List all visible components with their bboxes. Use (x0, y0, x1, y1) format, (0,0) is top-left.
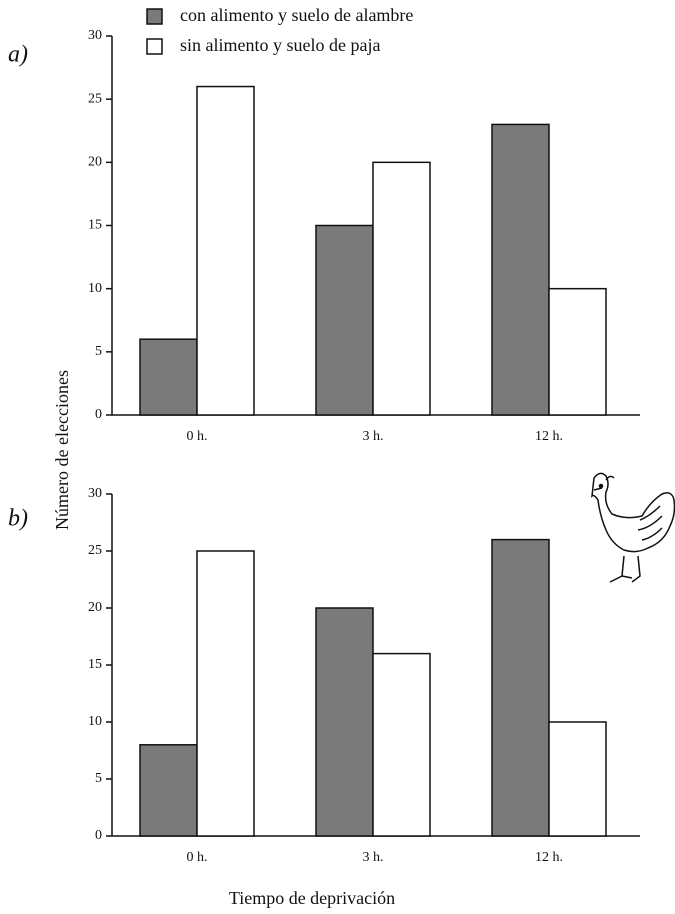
x-axis-label: Tiempo de deprivación (229, 888, 395, 908)
legend-swatch (146, 38, 163, 55)
y-tick-label: 25 (88, 543, 102, 558)
y-tick-label: 5 (95, 344, 102, 359)
y-axis-label: Número de elecciones (52, 370, 72, 530)
bar (548, 287, 607, 416)
y-tick-label: 30 (88, 28, 102, 43)
bar (491, 123, 550, 416)
bar (315, 224, 374, 416)
y-tick-label: 0 (95, 828, 102, 843)
y-tick-label: 0 (95, 407, 102, 422)
bar (315, 607, 374, 837)
bar (372, 652, 431, 837)
chicken-illustration (591, 472, 675, 583)
x-tick-label: 3 h. (363, 850, 384, 865)
y-tick-label: 25 (88, 91, 102, 106)
y-tick-label: 5 (95, 771, 102, 786)
y-tick-label: 20 (88, 600, 102, 615)
bar (491, 538, 550, 837)
y-tick-label: 15 (88, 657, 102, 672)
x-tick-label: 12 h. (535, 429, 563, 444)
x-tick-label: 0 h. (187, 850, 208, 865)
x-tick-label: 0 h. (187, 429, 208, 444)
y-tick-label: 30 (88, 486, 102, 501)
x-tick-label: 3 h. (363, 429, 384, 444)
bar (196, 85, 255, 416)
y-tick-label: 20 (88, 155, 102, 170)
bar (372, 161, 431, 416)
y-tick-label: 10 (88, 281, 102, 296)
bar (196, 550, 255, 837)
panel-label: b) (8, 506, 28, 532)
legend-label: con alimento y suelo de alambre (180, 5, 413, 25)
y-tick-label: 10 (88, 714, 102, 729)
legend-label: sin alimento y suelo de paja (180, 35, 380, 55)
legend-swatch (146, 8, 163, 25)
bar (139, 744, 198, 837)
y-tick-label: 15 (88, 218, 102, 233)
panel-label: a) (8, 42, 28, 68)
bar (139, 338, 198, 416)
x-tick-label: 12 h. (535, 850, 563, 865)
bar (548, 721, 607, 837)
